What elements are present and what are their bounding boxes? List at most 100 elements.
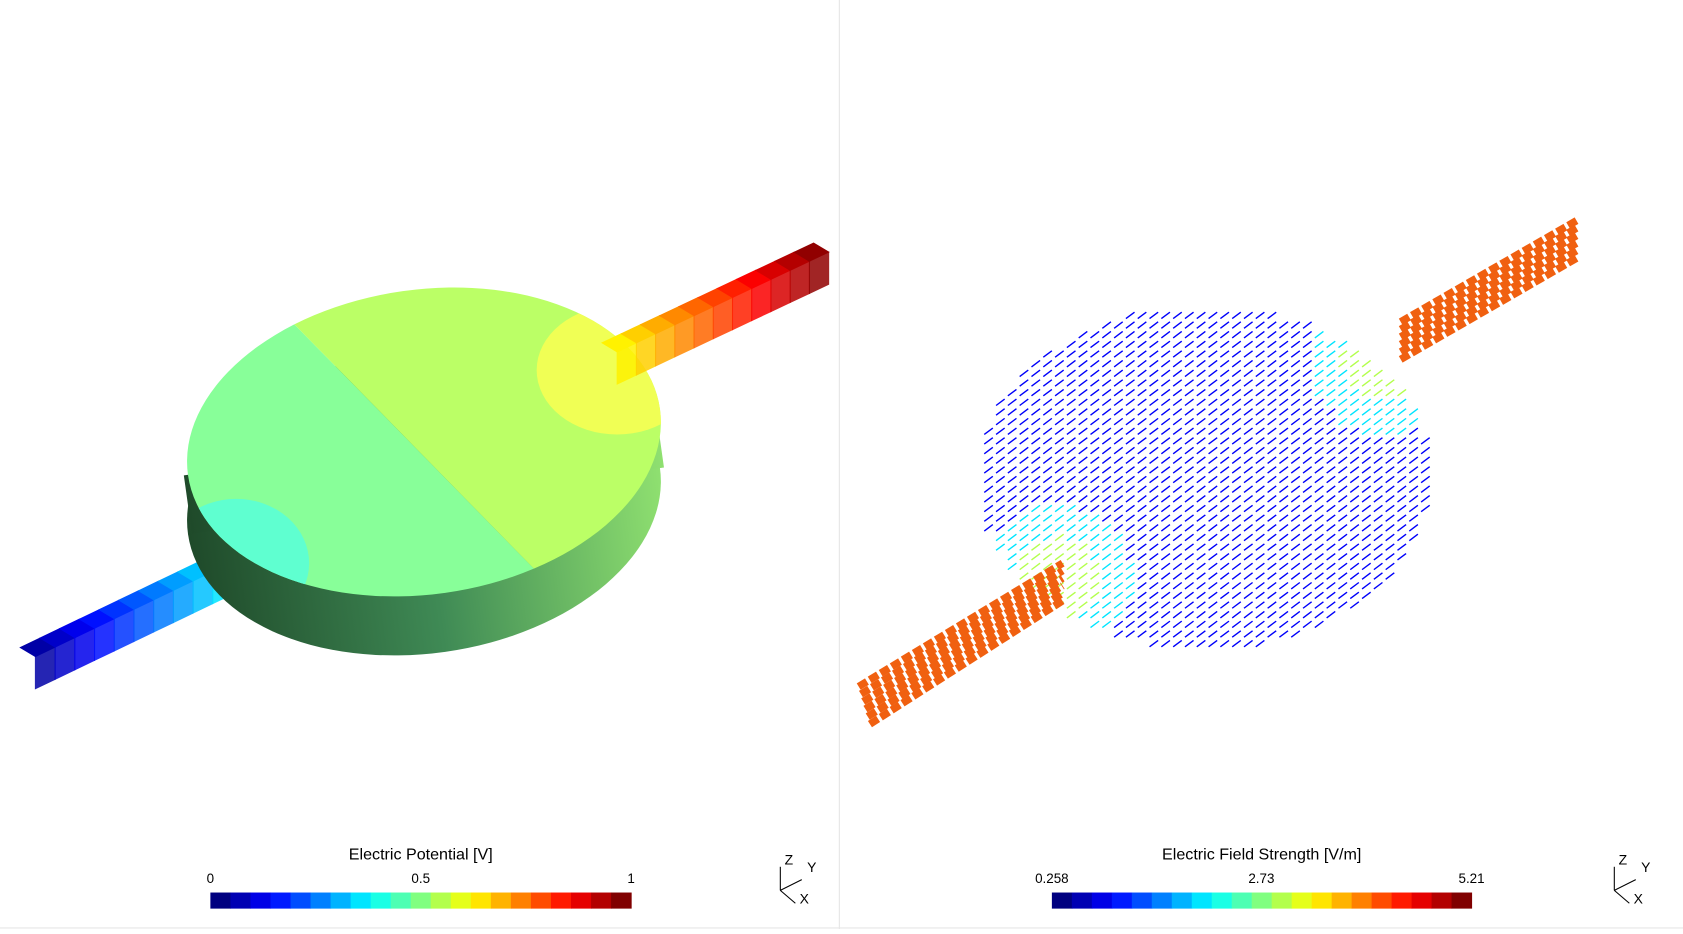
field-arrow	[1255, 330, 1265, 339]
field-arrow	[1031, 533, 1041, 542]
field-arrow	[1279, 533, 1289, 542]
field-arrow	[1125, 610, 1135, 619]
field-scene	[856, 216, 1580, 728]
field-arrow	[1078, 591, 1088, 600]
field-arrow	[1267, 398, 1277, 407]
field-arrow	[1090, 485, 1100, 493]
field-arrow	[1219, 437, 1230, 445]
field-arrow	[1255, 591, 1265, 600]
colorbar-swatch	[571, 892, 592, 909]
field-arrow	[1290, 398, 1301, 407]
field-arrow	[1054, 475, 1065, 484]
field-arrow	[1361, 504, 1372, 513]
field-arrow	[1243, 330, 1254, 339]
field-arrow	[1338, 359, 1348, 368]
field-arrow	[1231, 437, 1242, 445]
field-arrow	[1361, 514, 1372, 522]
field-arrow	[1349, 524, 1360, 532]
field-arrow	[1172, 630, 1183, 638]
field-arrow	[1267, 350, 1277, 358]
field-arrow	[1208, 379, 1218, 387]
colorbar-title: Electric Potential [V]	[349, 845, 493, 863]
field-arrow	[1054, 417, 1065, 426]
field-arrow	[1279, 408, 1289, 416]
field-arrow	[1302, 350, 1313, 358]
field-arrow	[1290, 572, 1301, 580]
field-arrow	[1219, 591, 1230, 600]
field-arrow	[1007, 543, 1017, 551]
field-arrow	[1090, 350, 1100, 358]
field-arrow	[1196, 379, 1206, 387]
field-arrow	[1267, 620, 1277, 629]
field-arrow	[1279, 475, 1289, 484]
field-arrow	[1160, 620, 1171, 629]
field-arrow	[1397, 398, 1407, 407]
field-arrow	[1373, 475, 1383, 484]
field-arrow	[1290, 591, 1301, 600]
field-arrow	[1385, 446, 1395, 455]
field-arrow	[1160, 475, 1171, 484]
field-arrow	[1302, 610, 1313, 619]
field-arrow	[1019, 408, 1029, 416]
field-arrow	[1196, 321, 1206, 329]
field-arrow	[1149, 562, 1159, 571]
field-arrow	[1302, 514, 1313, 522]
field-arrow	[1208, 427, 1218, 436]
field-arrow	[1113, 524, 1124, 532]
field-arrow	[1267, 369, 1277, 378]
field-arrow	[1184, 601, 1194, 609]
field-arrow	[1338, 427, 1348, 436]
field-arrow	[1196, 581, 1206, 590]
field-arrow	[1137, 408, 1147, 416]
field-arrow	[1196, 495, 1206, 503]
field-arrow	[1090, 330, 1100, 339]
field-arrow	[1054, 398, 1065, 407]
field-arrow	[1243, 620, 1254, 629]
field-arrow	[1243, 572, 1254, 580]
field-arrow	[1267, 485, 1277, 493]
field-arrow	[1019, 495, 1029, 503]
field-arrow	[1137, 475, 1147, 484]
field-arrow	[1420, 466, 1431, 474]
colorbar-swatch	[611, 892, 632, 909]
field-arrow	[1196, 330, 1206, 339]
field-arrow	[1113, 369, 1124, 378]
field-arrow	[983, 427, 994, 436]
field-arrow	[1113, 456, 1124, 464]
field-arrow-bundle	[858, 567, 1065, 698]
field-arrow	[1243, 630, 1254, 638]
field-arrow	[1279, 321, 1289, 329]
field-arrow	[1113, 514, 1124, 522]
field-arrow	[1361, 398, 1372, 407]
field-arrow	[1408, 466, 1419, 474]
field-arrow	[1267, 427, 1277, 436]
field-arrow	[1349, 533, 1360, 542]
field-arrow	[1279, 369, 1289, 378]
field-arrow	[1196, 446, 1206, 455]
field-arrow	[1113, 446, 1124, 455]
field-arrow	[1007, 475, 1017, 484]
field-arrow	[1184, 427, 1194, 436]
field-arrow	[1302, 572, 1313, 580]
field-arrow	[1208, 524, 1218, 532]
field-arrow	[1078, 504, 1088, 513]
field-arrow	[1090, 456, 1100, 464]
field-arrow	[1196, 340, 1206, 349]
field-arrow	[1196, 359, 1206, 368]
field-arrow	[1408, 533, 1419, 542]
field-arrow	[1160, 591, 1171, 600]
field-arrow	[1125, 350, 1135, 358]
field-arrow	[1255, 388, 1265, 397]
field-arrow	[1267, 475, 1277, 484]
field-arrow	[1019, 533, 1029, 542]
field-arrow	[1208, 311, 1218, 320]
field-arrow	[1019, 572, 1029, 580]
field-arrow	[1019, 485, 1029, 493]
field-arrow	[1231, 562, 1242, 571]
field-arrow	[1326, 456, 1336, 464]
field-arrow	[1172, 408, 1183, 416]
colorbar-tick-label: 0.258	[1035, 871, 1069, 886]
field-arrow	[1196, 610, 1206, 619]
field-arrow	[1338, 504, 1348, 513]
